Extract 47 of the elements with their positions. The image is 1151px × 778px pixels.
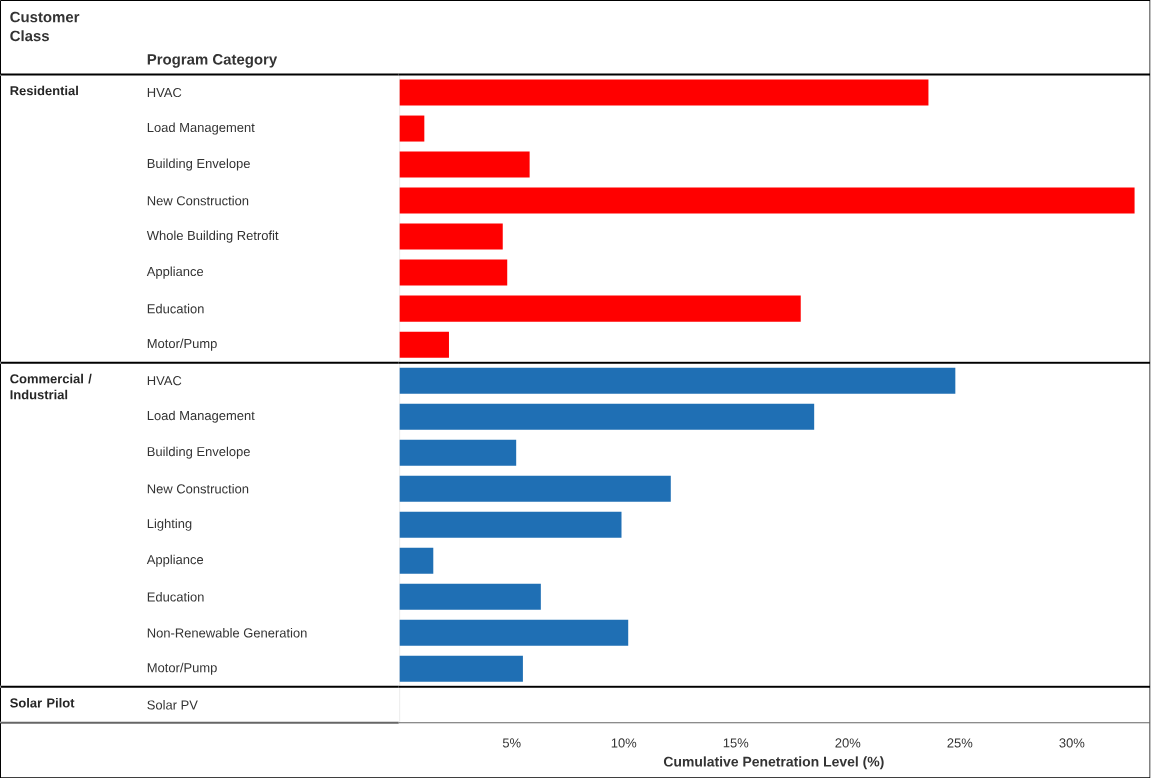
y-tick-label: Motor/Pump bbox=[147, 338, 217, 351]
x-tick-label: 25% bbox=[947, 738, 973, 748]
y-tick-label: New Construction bbox=[147, 195, 249, 206]
x-tick-label: 10% bbox=[611, 738, 637, 748]
y-tick-label: HVAC bbox=[147, 87, 182, 97]
bar bbox=[399, 187, 1135, 214]
bar bbox=[399, 79, 929, 106]
bar bbox=[399, 619, 629, 646]
x-tick-label: 20% bbox=[835, 738, 861, 748]
y-tick-label: Load Management bbox=[147, 122, 255, 135]
bar bbox=[399, 475, 671, 502]
y-tick-label: Load Management bbox=[147, 410, 255, 423]
y-tick-label: Appliance bbox=[146, 554, 204, 567]
x-axis-title: Cumulative Penetration Level (%) bbox=[663, 756, 884, 770]
bar bbox=[399, 439, 517, 466]
y-tick-label: New Construction bbox=[147, 483, 249, 494]
y-tick-label: Lighting bbox=[147, 518, 192, 531]
y-tick-label: Appliance bbox=[146, 266, 204, 279]
x-tick-label: 5% bbox=[502, 738, 521, 748]
y-tick-label: Whole Building Retrofit bbox=[146, 230, 279, 243]
y-tick-label: Building Envelope bbox=[147, 446, 250, 459]
y-tick-label: Non-Renewable Generation bbox=[147, 627, 307, 638]
y-tick-label: Education bbox=[147, 303, 204, 314]
text: Commercial / Industrial bbox=[10, 373, 92, 400]
bar bbox=[399, 367, 956, 394]
text: Solar Pilot bbox=[10, 697, 75, 708]
y-tick-label: Motor/Pump bbox=[147, 662, 217, 675]
bar bbox=[399, 331, 449, 358]
bar bbox=[399, 511, 622, 538]
bar bbox=[399, 223, 503, 250]
bar bbox=[399, 151, 530, 178]
legend-title: Customer Class bbox=[10, 11, 80, 42]
bar bbox=[399, 295, 801, 322]
bar bbox=[399, 583, 541, 610]
y-tick-label: Building Envelope bbox=[147, 158, 250, 171]
x-tick-label: 15% bbox=[723, 738, 749, 748]
bar bbox=[399, 655, 523, 682]
x-tick-label: 30% bbox=[1059, 738, 1085, 748]
y-tick-label: Education bbox=[147, 591, 204, 602]
y-axis-title: Program Category bbox=[147, 53, 278, 68]
bar bbox=[399, 259, 508, 286]
y-tick-label: HVAC bbox=[147, 375, 182, 386]
bar bbox=[399, 115, 425, 142]
bar bbox=[399, 547, 434, 574]
bar bbox=[399, 403, 815, 430]
text: Residential bbox=[10, 85, 78, 96]
y-tick-label: Solar PV bbox=[147, 699, 198, 710]
